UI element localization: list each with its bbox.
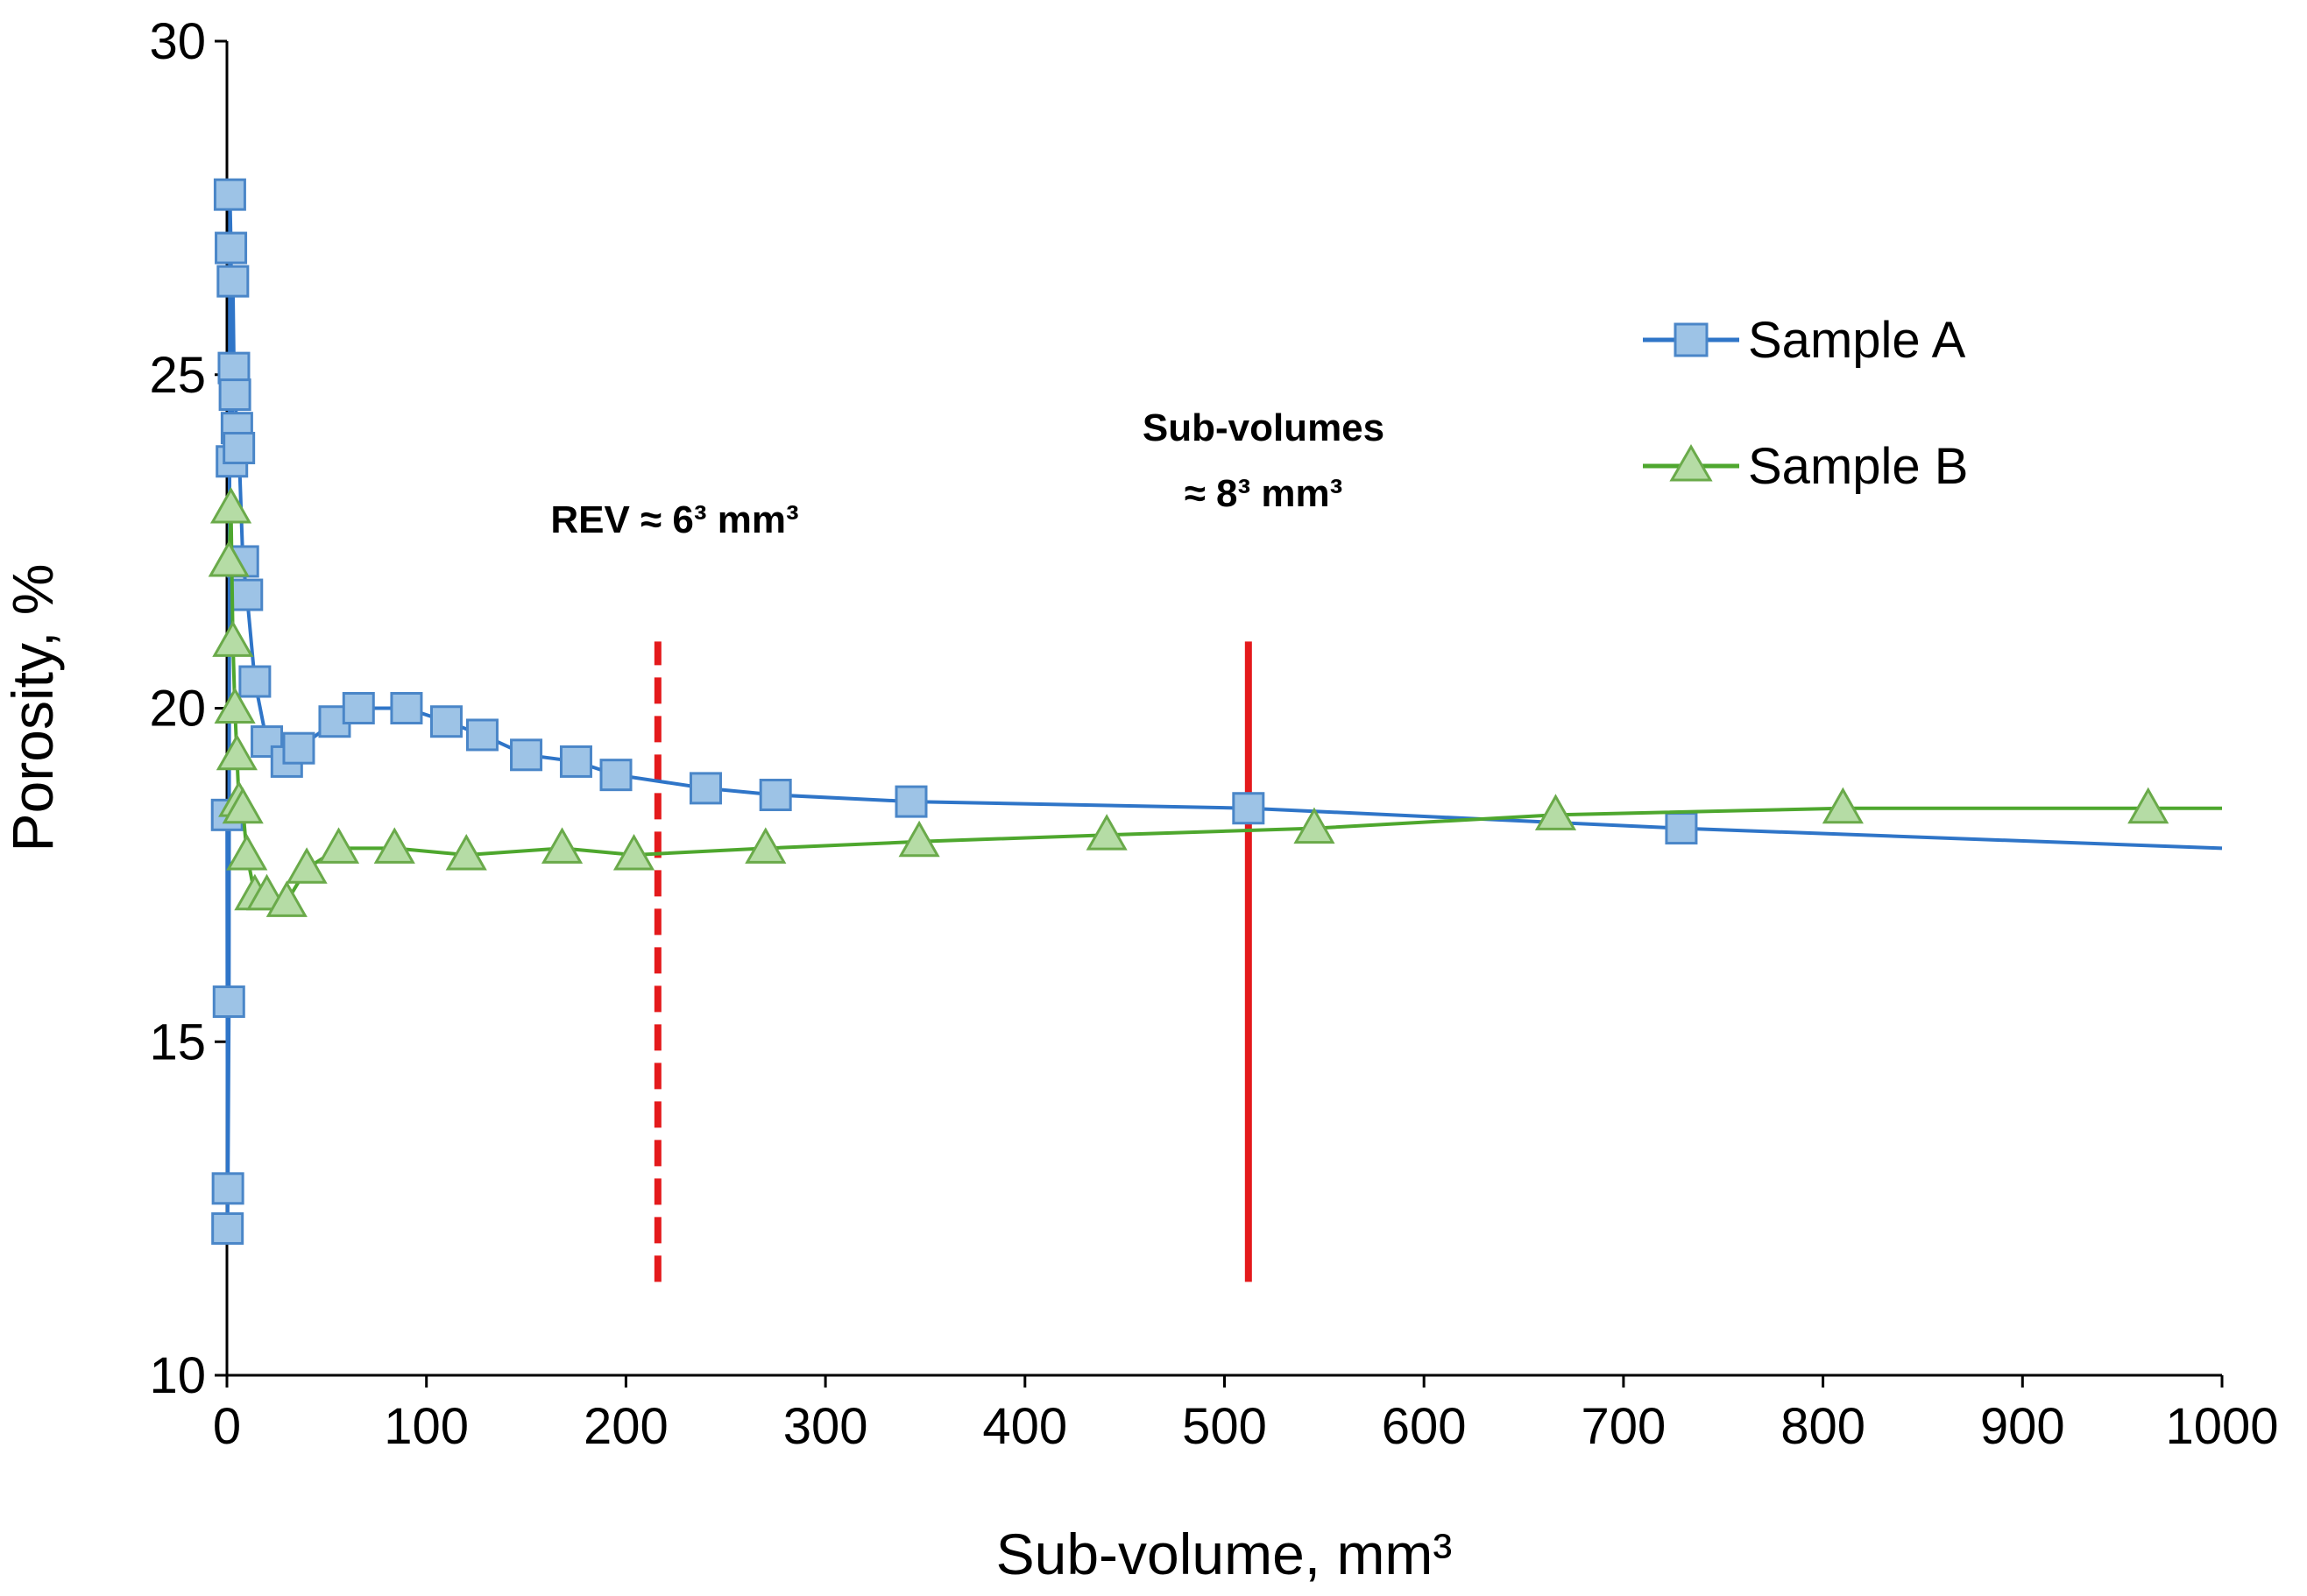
- data-point-sample-a: [211, 1172, 244, 1205]
- x-axis-title: Sub-volume, mm³: [996, 1522, 1453, 1586]
- data-point-sample-b: [212, 620, 254, 657]
- data-point-sample-a: [216, 265, 250, 298]
- y-ticks: 10 15 20 25 30: [149, 13, 227, 1404]
- legend-entry-sample-a: Sample A: [1643, 312, 1966, 369]
- data-point-sample-b: [1293, 807, 1335, 844]
- y-tick-label: 10: [149, 1347, 206, 1404]
- legend: Sample A Sample B: [1643, 312, 1968, 495]
- data-point-sample-a: [223, 432, 256, 465]
- axes: 10 15 20 25 30 0 100 200 300 400 500 600 700 800 900 1…: [149, 13, 2278, 1455]
- data-point-sample-b: [208, 540, 250, 577]
- subvolume-annotation-line-2: ≈ 8³ mm³: [1185, 472, 1343, 515]
- series-line-sample-b: [227, 506, 2222, 904]
- x-ticks: 0 100 200 300 400 500 600 700 800 900 1000: [213, 1375, 2279, 1455]
- data-point-sample-a: [230, 578, 264, 611]
- data-point-sample-b: [209, 487, 252, 524]
- x-tick-label: 700: [1582, 1398, 1667, 1455]
- x-tick-label: 1000: [2165, 1398, 2278, 1455]
- data-point-sample-a: [390, 692, 423, 724]
- data-point-sample-b: [1822, 787, 1864, 824]
- data-point-sample-a: [465, 718, 499, 752]
- data-point-sample-b: [445, 833, 487, 871]
- data-point-sample-a: [238, 665, 272, 698]
- data-point-sample-a: [429, 705, 463, 738]
- legend-marker-square-icon: [1674, 322, 1709, 357]
- legend-entry-sample-b: Sample B: [1643, 438, 1968, 495]
- data-point-sample-b: [1086, 814, 1128, 851]
- rev-annotation: REV ≈ 6³ mm³: [550, 498, 798, 541]
- y-tick-label: 15: [149, 1013, 206, 1070]
- data-point-sample-b: [612, 833, 655, 871]
- y-tick-label: 25: [149, 347, 206, 404]
- x-tick-label: 500: [1182, 1398, 1267, 1455]
- data-point-sample-b: [214, 687, 256, 724]
- legend-label-sample-b: Sample B: [1748, 438, 1968, 495]
- x-tick-label: 200: [584, 1398, 669, 1455]
- data-point-sample-b: [2127, 787, 2169, 824]
- data-point-sample-a: [510, 738, 543, 772]
- y-tick-label: 30: [149, 13, 206, 70]
- data-point-sample-b: [373, 827, 415, 864]
- data-point-sample-a: [689, 772, 722, 805]
- legend-label-sample-a: Sample A: [1748, 312, 1966, 369]
- data-point-sample-b: [1534, 794, 1577, 830]
- data-point-sample-a: [218, 378, 251, 412]
- subvolume-annotation-line-1: Sub-volumes: [1143, 406, 1384, 449]
- series-sample-b: [208, 487, 2222, 917]
- legend-marker-triangle-icon: [1669, 444, 1713, 482]
- data-point-sample-b: [541, 827, 584, 864]
- x-tick-label: 100: [384, 1398, 469, 1455]
- data-point-sample-b: [317, 827, 360, 864]
- data-point-sample-a: [282, 731, 315, 765]
- data-point-sample-a: [559, 745, 592, 778]
- y-axis-title: Porosity, %: [0, 564, 65, 852]
- series-sample-a: [210, 178, 2223, 1245]
- x-tick-label: 800: [1780, 1398, 1865, 1455]
- data-point-sample-b: [226, 833, 268, 871]
- data-point-sample-a: [1665, 812, 1698, 845]
- data-point-sample-b: [216, 733, 258, 771]
- x-tick-label: 400: [982, 1398, 1067, 1455]
- x-tick-label: 300: [783, 1398, 868, 1455]
- annotations: REV ≈ 6³ mm³ Sub-volumes ≈ 8³ mm³: [550, 406, 1384, 541]
- data-point-sample-b: [898, 820, 940, 858]
- x-tick-label: 0: [213, 1398, 241, 1455]
- data-point-sample-b: [222, 787, 264, 824]
- series-layer: [208, 178, 2223, 1245]
- data-point-sample-a: [215, 231, 248, 265]
- reference-lines: [654, 641, 1252, 1282]
- data-point-sample-a: [217, 351, 251, 385]
- x-tick-label: 900: [1980, 1398, 2065, 1455]
- data-point-sample-a: [599, 759, 633, 792]
- data-point-sample-b: [265, 880, 308, 917]
- data-point-sample-a: [895, 785, 928, 818]
- data-point-sample-a: [213, 178, 246, 211]
- data-point-sample-a: [1232, 792, 1265, 825]
- data-point-sample-a: [759, 778, 792, 811]
- data-point-sample-a: [211, 1211, 244, 1245]
- data-point-sample-a: [342, 692, 375, 724]
- x-tick-label: 600: [1382, 1398, 1467, 1455]
- y-tick-label: 20: [149, 681, 206, 738]
- data-point-sample-a: [212, 985, 245, 1019]
- data-point-sample-b: [745, 827, 787, 864]
- data-point-sample-b: [286, 847, 328, 884]
